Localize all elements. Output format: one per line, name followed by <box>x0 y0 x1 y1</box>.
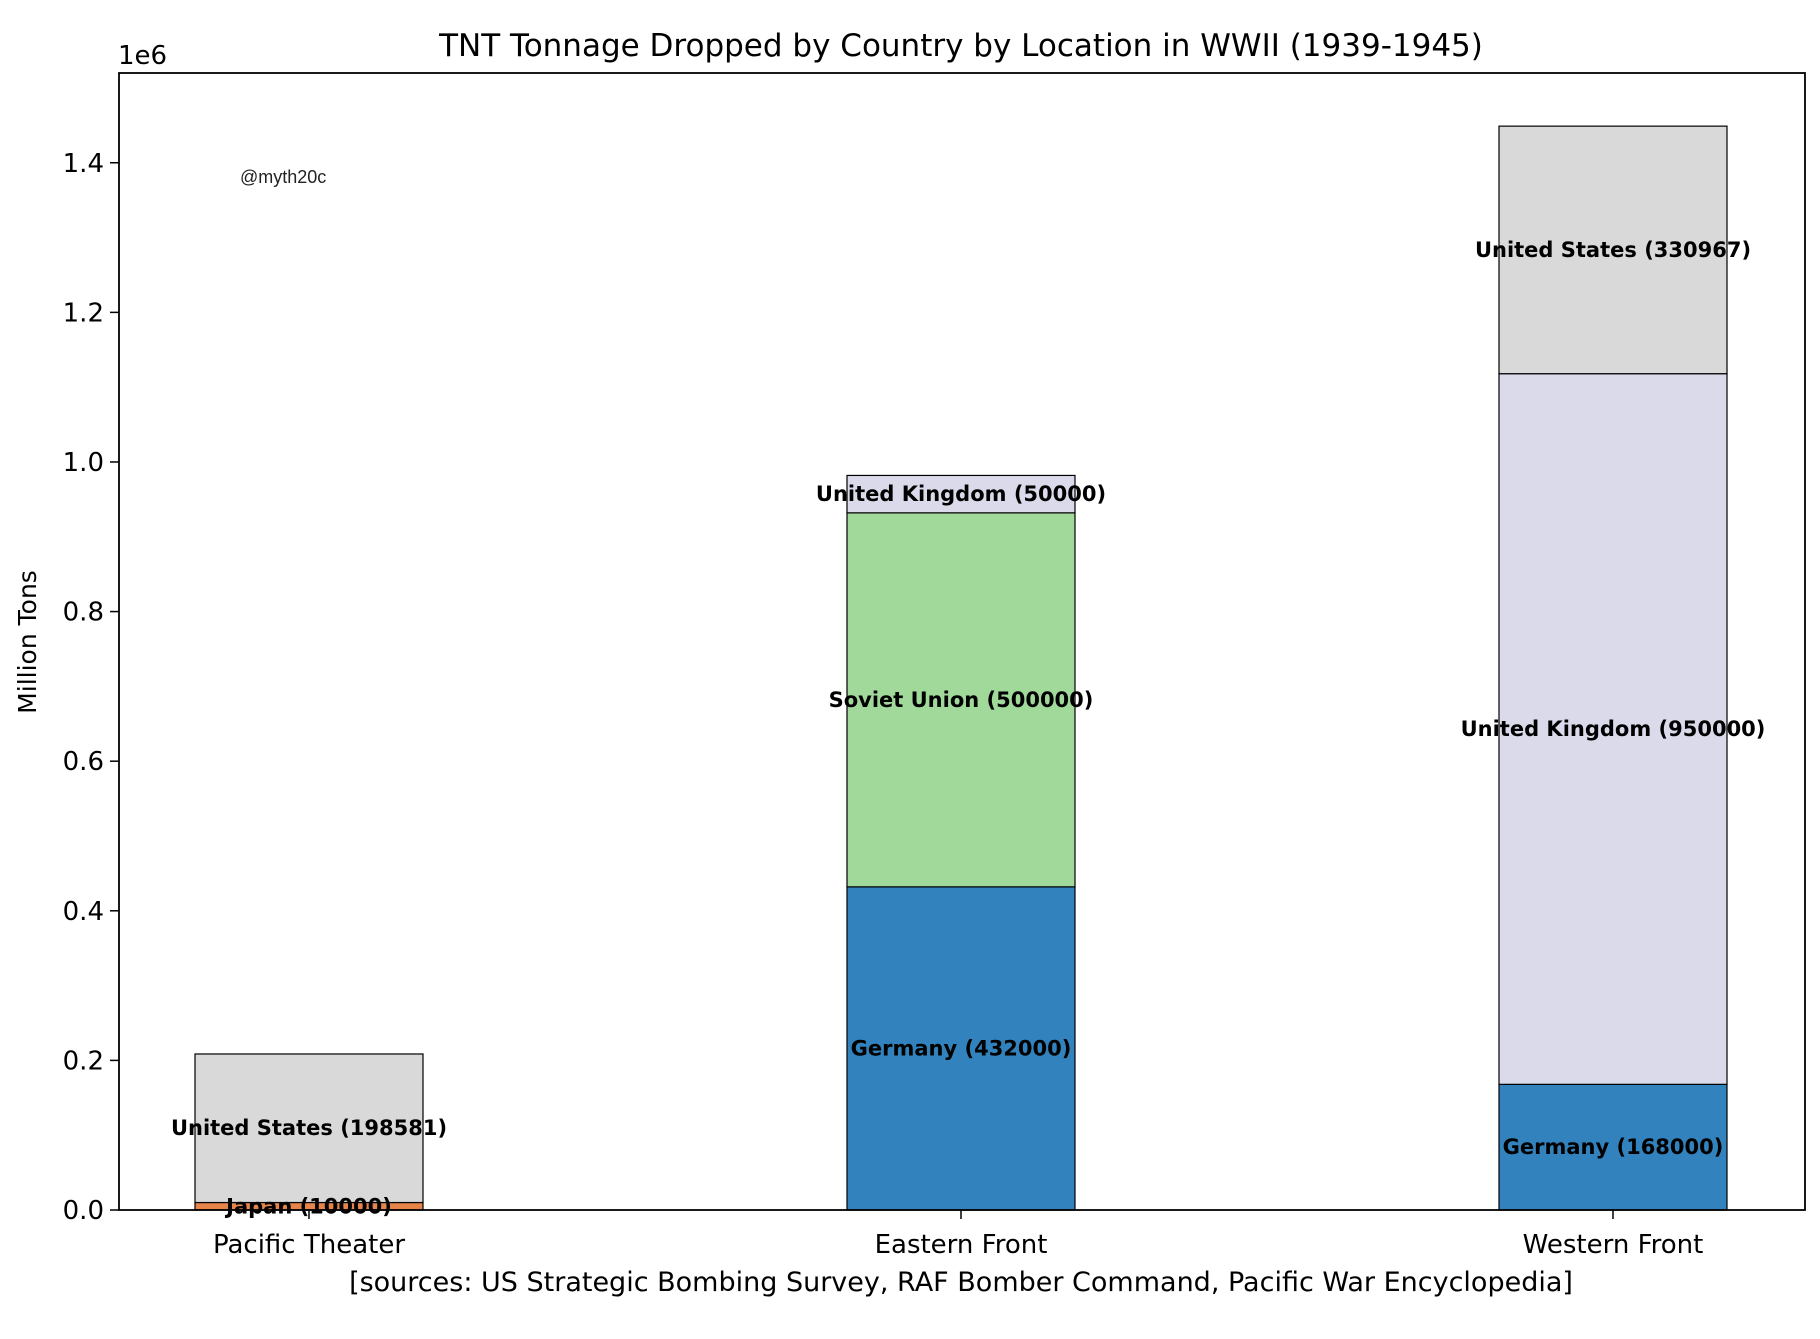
plot-frame <box>118 72 1806 1211</box>
y-tick-label: 0.0 <box>63 1196 104 1226</box>
y-axis: 0.0 0.2 0.4 0.6 0.8 1.0 1.2 1.4 <box>63 149 119 1226</box>
bar-western-front-united-kingdom <box>1498 373 1728 1085</box>
bar-pacific-theater-united-states <box>194 1053 424 1204</box>
bar-eastern-front-united-kingdom <box>846 474 1076 514</box>
y-tick-label: 0.6 <box>63 747 104 777</box>
watermark: @myth20c <box>240 167 326 187</box>
data-label-eastern-front-germany: Germany (432000) <box>851 1036 1072 1060</box>
y-tick-label: 0.2 <box>63 1046 104 1076</box>
data-label-eastern-front-soviet-union: Soviet Union (500000) <box>829 688 1094 712</box>
bar-eastern-front-soviet-union <box>846 512 1076 888</box>
bar-western-front-united-states <box>1498 125 1728 375</box>
bar-labels-layer: Japan (10000) United States (198581) Germa… <box>171 238 1765 1218</box>
chart-title: TNT Tonnage Dropped by Country by Locati… <box>438 28 1483 64</box>
x-axis: Pacific Theater Eastern Front Western Fron… <box>213 1210 1703 1260</box>
data-label-western-front-united-states: United States (330967) <box>1475 238 1751 262</box>
bar-eastern-front-germany <box>846 886 1076 1211</box>
y-tick-label: 0.4 <box>63 897 104 927</box>
x-tick-label-western-front: Western Front <box>1523 1230 1704 1260</box>
y-tick-label: 0.8 <box>63 598 104 628</box>
y-tick-label: 1.4 <box>63 149 104 179</box>
y-axis-label: Million Tons <box>13 570 42 714</box>
data-label-eastern-front-united-kingdom: United Kingdom (50000) <box>816 482 1106 506</box>
y-tick-label: 1.0 <box>63 448 104 478</box>
y-axis-multiplier: 1e6 <box>118 41 167 71</box>
y-tick-label: 1.2 <box>63 298 104 328</box>
data-label-western-front-united-kingdom: United Kingdom (950000) <box>1461 717 1766 741</box>
x-tick-label-eastern-front: Eastern Front <box>875 1230 1048 1260</box>
x-axis-label-sources: [sources: US Strategic Bombing Survey, R… <box>349 1267 1573 1298</box>
bars-layer <box>194 125 1728 1211</box>
data-label-western-front-germany: Germany (168000) <box>1503 1135 1724 1159</box>
data-label-pacific-theater-japan: Japan (10000) <box>224 1194 392 1218</box>
data-label-pacific-theater-united-states: United States (198581) <box>171 1116 447 1140</box>
x-tick-label-pacific-theater: Pacific Theater <box>213 1230 405 1260</box>
